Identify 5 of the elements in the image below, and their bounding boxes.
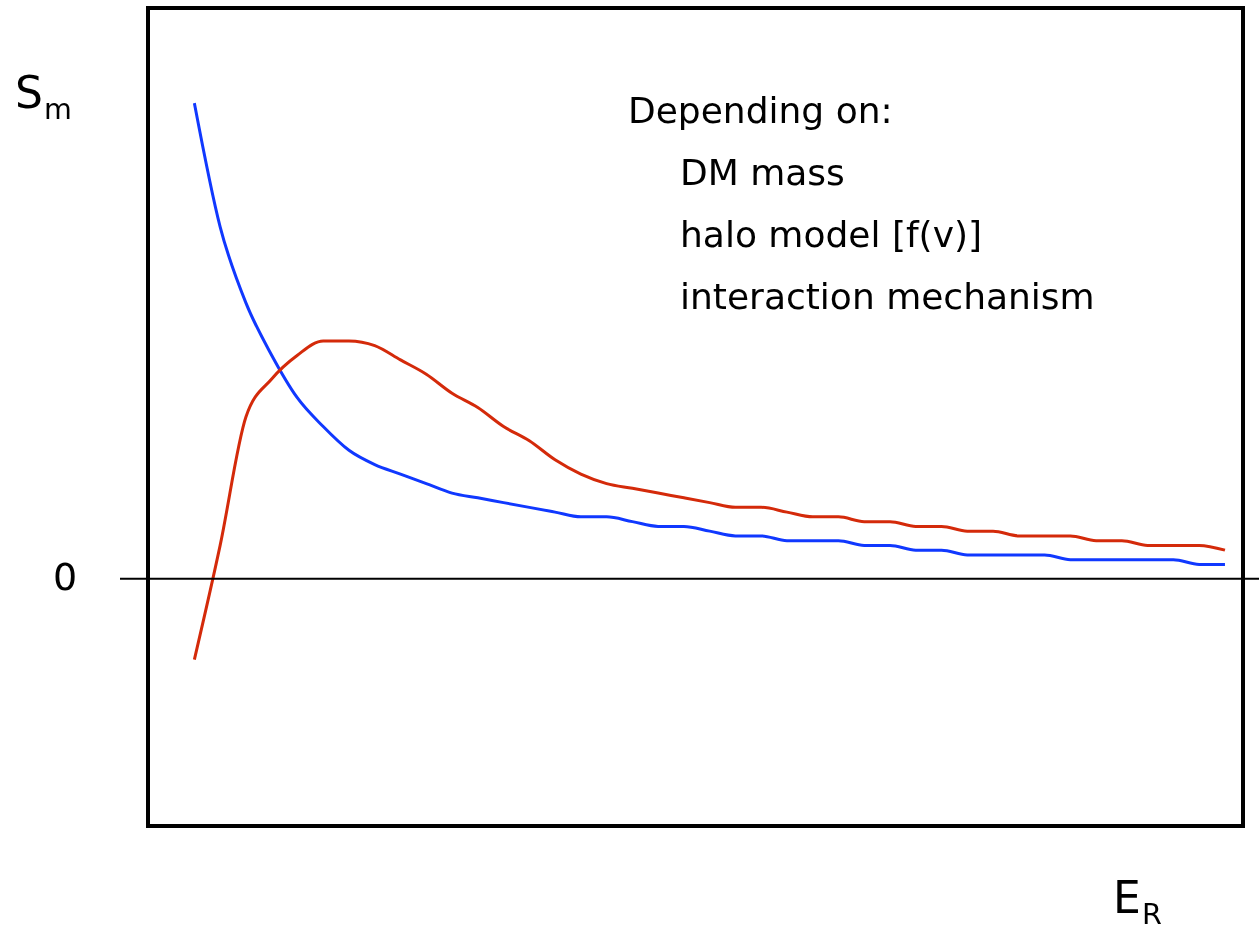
annotation: halo model [f(v)] — [680, 214, 983, 255]
annotation: Depending on: — [628, 90, 893, 131]
annotation: interaction mechanism — [680, 276, 1095, 317]
ref-line-label: 0 — [52, 554, 78, 599]
annotation: DM mass — [680, 152, 845, 193]
